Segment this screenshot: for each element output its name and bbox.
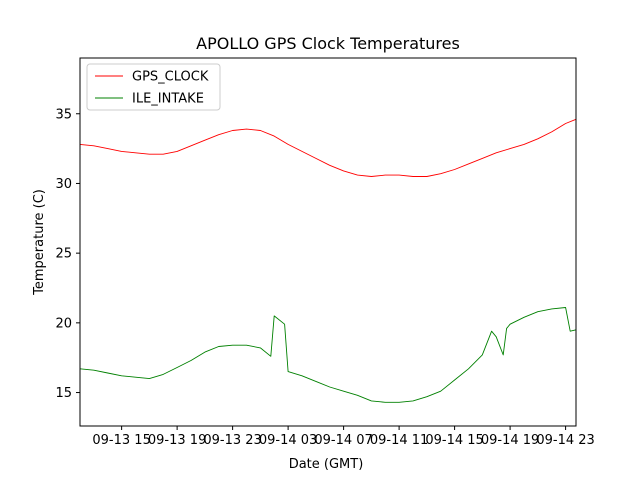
x-tick-label: 09-14 19 [481,433,539,448]
legend-entries: GPS_CLOCK ILE_INTAKE [95,70,209,107]
y-tick-label: 15 [55,386,72,401]
legend-label: GPS_CLOCK [132,70,209,85]
x-tick-label: 09-14 23 [536,433,594,448]
x-tick-label: 09-14 11 [370,433,428,448]
x-axis-title: Date (GMT) [289,457,364,472]
y-tick-label: 25 [55,247,72,262]
x-tick-label: 09-14 03 [259,433,317,448]
series-layer [79,118,577,403]
x-tick-label: 09-14 07 [314,433,372,448]
y-axis-title: Temperature (C) [32,189,47,296]
x-tick-label: 09-13 15 [92,433,150,448]
series-line-gps-clock [79,118,577,177]
y-axis: 15 20 25 30 35 [55,107,80,401]
plot-area [79,57,577,427]
legend-label: ILE_INTAKE [132,92,204,107]
x-tick-label: 09-14 15 [425,433,483,448]
y-tick-label: 20 [55,316,72,331]
x-tick-label: 09-13 23 [203,433,261,448]
y-tick-label: 30 [55,177,72,192]
chart-title: APOLLO GPS Clock Temperatures [196,34,460,53]
legend: GPS_CLOCK ILE_INTAKE [86,63,221,111]
x-tick-label: 09-13 19 [148,433,206,448]
series-line-ile-intake [79,307,577,403]
y-tick-label: 35 [55,107,72,122]
plot-frame [79,57,577,427]
